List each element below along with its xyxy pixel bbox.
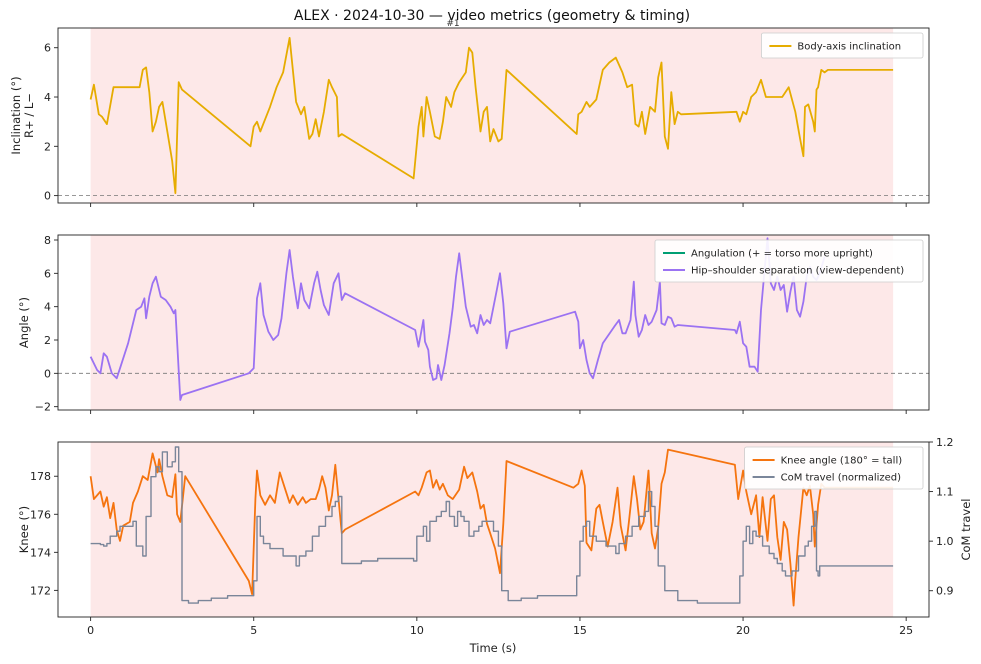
y-tick-label: 178: [30, 470, 51, 483]
legend-box: [761, 32, 924, 59]
legend-label: Body-axis inclination: [797, 42, 901, 53]
x-tick-label: 25: [899, 624, 913, 637]
series-line-2: [89, 237, 826, 401]
x-axis-label: Time (s): [469, 641, 517, 655]
shaded-band: [90, 28, 894, 203]
y-tick-label: 2: [44, 140, 51, 153]
legend: Angulation (+ = torso more upright) Hip–s…: [654, 239, 924, 283]
y-tick-label: 8: [44, 234, 51, 247]
x-tick-label: 5: [250, 624, 257, 637]
y-tick-label: 4: [44, 301, 51, 314]
panel-3: 0 5 10 15 20 25 172 174 176 178 0.9 1.0 1.1 1.2 Knee (…: [17, 436, 973, 637]
series-line-2: [90, 446, 894, 604]
series-line-1: [89, 448, 894, 607]
y-tick-label: 176: [30, 508, 51, 521]
legend-label: Hip–shoulder separation (view-dependent): [691, 266, 904, 277]
y-right-tick-label: 1.0: [936, 535, 954, 548]
y-axis-label: Inclination (°): [9, 76, 23, 154]
frame-marker: #1: [446, 19, 459, 29]
series-line-1: [89, 37, 894, 194]
plot-frame: [57, 234, 930, 411]
panels: 0 2 4 6 Inclination (°) R+ / L− Body-axis incl…: [9, 27, 973, 637]
legend: Body-axis inclination: [761, 32, 924, 59]
y-right-tick-label: 1.2: [936, 436, 954, 449]
y-right-axis-label: CoM travel: [959, 498, 973, 560]
x-tick-label: 20: [736, 624, 750, 637]
legend-label: CoM travel (normalized): [781, 473, 902, 484]
legend-box: [744, 446, 924, 490]
y-tick-label: −2: [35, 401, 51, 414]
x-tick-label: 0: [87, 624, 94, 637]
chart-title: ALEX · 2024-10-30 — video metrics (geome…: [294, 8, 690, 24]
legend: Knee angle (180° = tall) CoM travel (norm…: [744, 446, 924, 490]
y-tick-label: 174: [30, 546, 51, 559]
legend-label: Knee angle (180° = tall): [781, 456, 903, 467]
legend-box: [654, 239, 924, 283]
plot-frame: [57, 441, 930, 618]
y-tick-label: 6: [44, 267, 51, 280]
y-axis-label: Angle (°): [17, 297, 31, 348]
y-tick-label: 6: [44, 42, 51, 55]
panel-1: 0 2 4 6 Inclination (°) R+ / L− Body-axis incl…: [9, 27, 930, 207]
y-axis-label: R+ / L−: [22, 93, 36, 138]
y-tick-label: 0: [44, 367, 51, 380]
y-tick-label: 0: [44, 190, 51, 203]
y-tick-label: 2: [44, 334, 51, 347]
x-tick-label: 10: [410, 624, 424, 637]
plot-frame: [57, 27, 930, 204]
panel-2: −2 0 2 4 6 8 Angle (°) Angulation (+ = torso mo…: [17, 234, 930, 414]
y-right-tick-label: 1.1: [936, 486, 954, 499]
y-tick-label: 4: [44, 91, 51, 104]
legend-label: Angulation (+ = torso more upright): [691, 249, 873, 260]
y-axis-label: Knee (°): [17, 506, 31, 553]
x-tick-label: 15: [573, 624, 587, 637]
y-right-tick-label: 0.9: [936, 585, 954, 598]
y-tick-label: 172: [30, 584, 51, 597]
